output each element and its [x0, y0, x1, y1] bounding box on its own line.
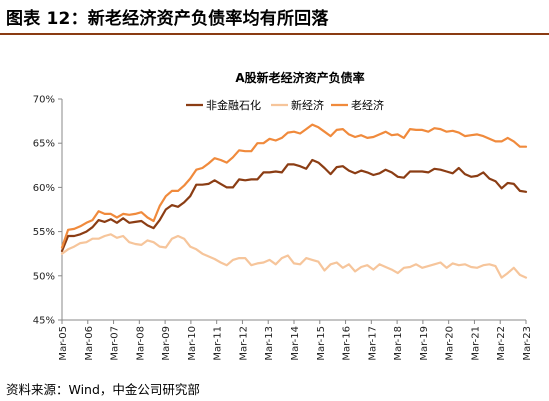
legend-label: 非金融石化 [206, 98, 261, 112]
x-tick-label: Mar-06 [84, 326, 95, 361]
legend: 非金融石化 新经济 老经济 [186, 98, 384, 112]
x-tick-label: Mar-18 [393, 326, 404, 361]
legend-label: 新经济 [291, 98, 324, 112]
series-line-3 [60, 123, 528, 249]
y-tick-label: 70% [33, 95, 55, 106]
line-chart: A股新老经济资产负债率 非金融石化 新经济 老经济 45% 50% 55% 60% 65% 7… [33, 70, 533, 361]
x-tick-label: Mar-22 [496, 326, 507, 361]
figure-title: 图表 12：新老经济资产负债率均有所回落 [6, 9, 329, 29]
x-tick-label: Mar-05 [58, 326, 69, 361]
y-tick-label: 60% [33, 183, 55, 194]
title-divider [0, 33, 549, 35]
y-tick-label: 50% [33, 271, 55, 282]
x-tick-label: Mar-11 [213, 326, 224, 361]
x-tick-label: Mar-17 [367, 326, 378, 361]
source-note: 资料来源：Wind，中金公司研究部 [6, 382, 200, 397]
x-tick-label: Mar-07 [110, 326, 121, 361]
legend-label: 老经济 [351, 98, 384, 112]
y-tick-label: 55% [33, 227, 55, 238]
x-tick-label: Mar-20 [445, 326, 456, 361]
x-tick-label: Mar-10 [187, 326, 198, 361]
series-line-2 [60, 233, 528, 279]
x-tick-label: Mar-15 [316, 326, 327, 361]
x-tick-label: Mar-23 [522, 326, 533, 361]
series-layer [60, 123, 528, 279]
series-line-1 [60, 158, 528, 253]
x-tick-label: Mar-12 [238, 326, 249, 361]
x-tick-label: Mar-08 [135, 326, 146, 361]
axes: 45% 50% 55% 60% 65% 70% Mar-05 Mar-06 Mar-07 Mar-… [33, 95, 533, 361]
x-tick-label: Mar-16 [342, 326, 353, 361]
x-tick-label: Mar-09 [161, 326, 172, 361]
x-tick-label: Mar-14 [290, 326, 301, 361]
y-tick-label: 65% [33, 139, 55, 150]
x-tick-label: Mar-21 [470, 326, 481, 361]
x-tick-label: Mar-13 [264, 326, 275, 361]
x-tick-label: Mar-19 [419, 326, 430, 361]
y-tick-label: 45% [33, 316, 55, 327]
chart-title: A股新老经济资产负债率 [235, 70, 364, 85]
